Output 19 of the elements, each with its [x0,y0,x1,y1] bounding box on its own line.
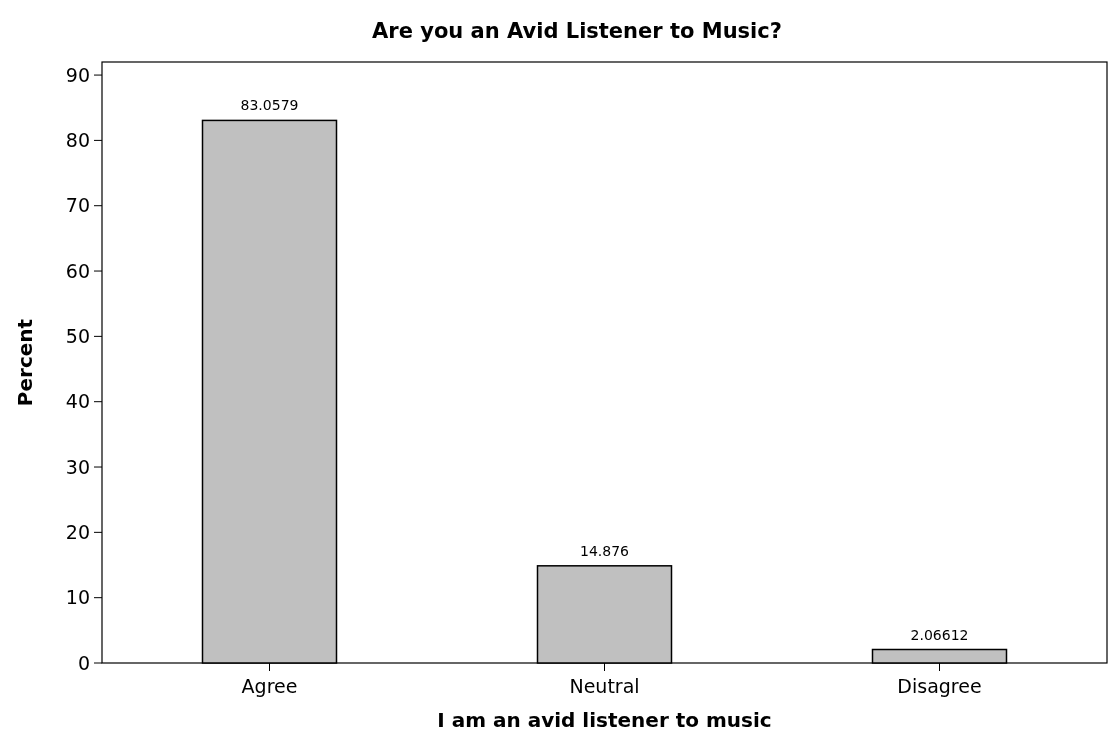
y-tick-label: 20 [65,521,90,543]
y-tick-label: 80 [65,129,90,152]
y-tick-label: 70 [65,194,90,217]
x-axis-title: I am an avid listener to music [437,708,772,732]
y-tick-label: 10 [65,586,90,609]
y-tick-label: 40 [65,390,90,413]
y-tick-label: 60 [65,259,90,282]
x-tick-label: Disagree [897,675,982,697]
x-tick-label: Agree [241,675,298,697]
y-tick-label: 50 [65,325,90,348]
y-axis-title: Percent [13,318,37,407]
data-label: 14.876 [580,542,630,559]
data-label: 2.06612 [910,626,969,643]
y-tick-label: 30 [65,455,90,478]
y-tick-label: 0 [77,651,90,674]
data-label: 83.0579 [240,97,299,114]
chart-title: Are you an Avid Listener to Music? [372,19,782,43]
x-tick-label: Neutral [569,675,640,697]
y-tick-label: 90 [65,63,90,86]
